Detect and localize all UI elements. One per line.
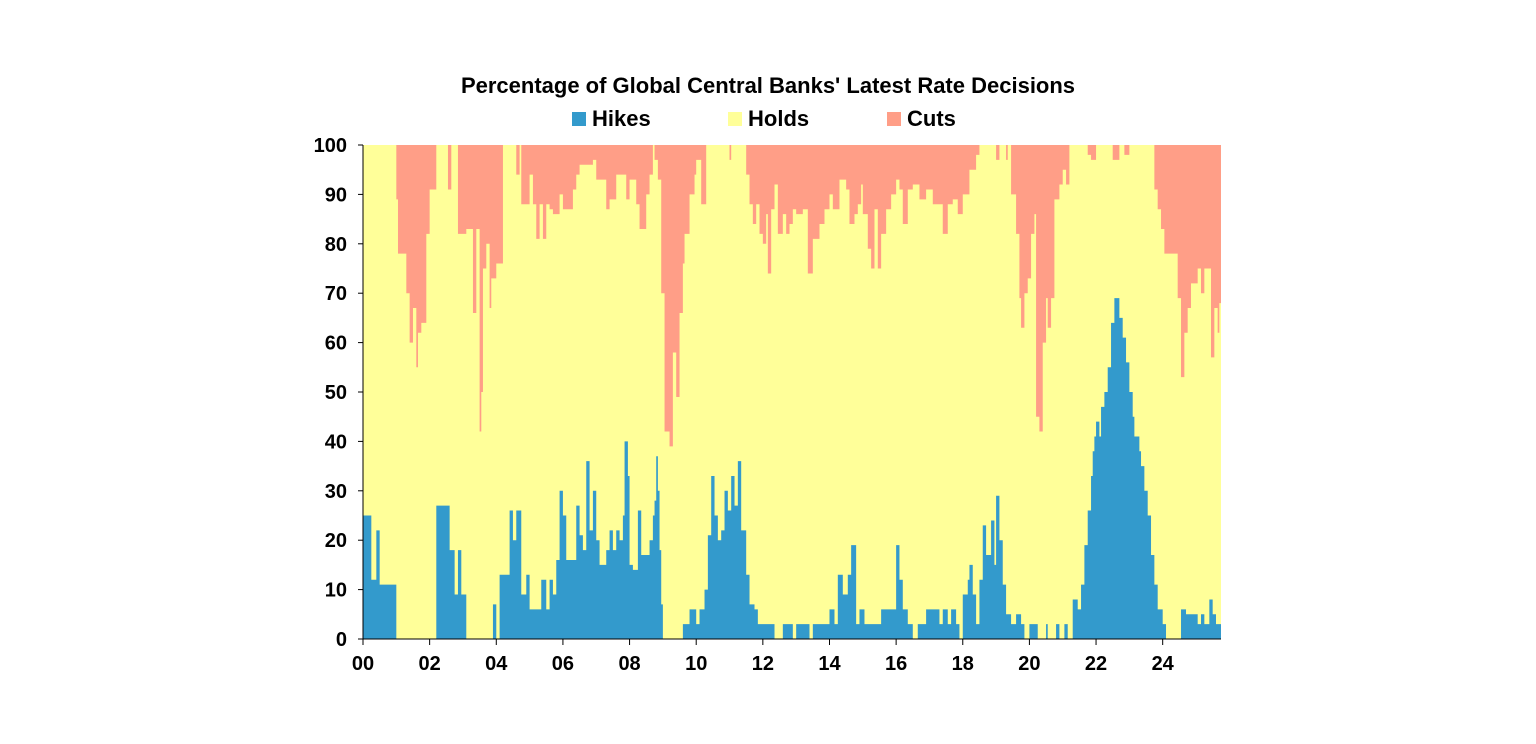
x-tick-label: 04 [485, 653, 508, 675]
x-tick-label: 08 [618, 653, 640, 675]
x-tick-label: 20 [1018, 653, 1040, 675]
x-tick-label: 24 [1152, 653, 1175, 675]
legend-label-holds: Holds [748, 106, 810, 131]
x-tick-label: 18 [952, 653, 974, 675]
x-tick-label: 00 [352, 653, 374, 675]
y-tick-label: 70 [325, 283, 347, 305]
y-tick-label: 10 [325, 580, 347, 602]
chart-title: Percentage of Global Central Banks' Late… [460, 73, 1076, 98]
legend-swatch-holds [728, 112, 742, 126]
x-tick-label: 02 [419, 653, 441, 675]
y-tick-label: 0 [336, 629, 347, 651]
holds-area [363, 145, 1221, 639]
legend-swatch-hikes [572, 112, 586, 126]
y-tick-label: 60 [325, 333, 347, 355]
y-tick-label: 80 [325, 234, 347, 256]
legend-item-hikes: Hikes [572, 106, 651, 132]
legend-item-cuts: Cuts [887, 106, 956, 132]
legend-label-cuts: Cuts [907, 106, 956, 131]
y-tick-label: 20 [325, 530, 347, 552]
x-tick-label: 22 [1085, 653, 1107, 675]
x-tick-label: 14 [818, 653, 841, 675]
legend-label-hikes: Hikes [592, 106, 651, 131]
y-tick-label: 30 [325, 481, 347, 503]
x-tick-label: 06 [552, 653, 574, 675]
chart-legend: Hikes Holds Cuts [0, 106, 1536, 136]
x-tick-label: 16 [885, 653, 907, 675]
y-tick-label: 100 [314, 135, 347, 157]
legend-swatch-cuts [887, 112, 901, 126]
hikes-area [363, 298, 1221, 639]
cuts-area [363, 145, 1221, 447]
legend-item-holds: Holds [728, 106, 809, 132]
x-tick-label: 12 [752, 653, 774, 675]
x-tick-label: 10 [685, 653, 707, 675]
y-tick-label: 40 [325, 431, 347, 453]
y-tick-label: 90 [325, 184, 347, 206]
y-tick-label: 50 [325, 382, 347, 404]
